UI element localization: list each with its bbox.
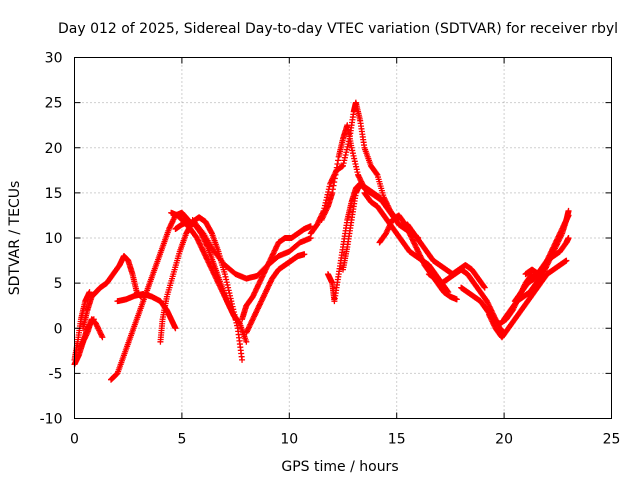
data-point: [307, 223, 314, 230]
data-point: [565, 212, 572, 219]
data-point: [565, 235, 572, 241]
data-points: [71, 99, 572, 383]
data-point: [239, 356, 246, 363]
y-tick-label: -5: [49, 366, 63, 382]
data-point: [243, 338, 250, 345]
data-point: [99, 334, 106, 341]
series-arc-03: [77, 316, 106, 350]
y-tick-label: 0: [54, 321, 63, 337]
series-arc-25: [522, 212, 572, 278]
series-arc-22: [486, 257, 570, 341]
series-arc-12: [243, 251, 308, 336]
axis-ticks: 0 5 10 15 20 25 -10 -5 0 5 10 15 20 25 30: [40, 51, 621, 448]
series-arc-05: [114, 290, 179, 332]
y-tick-label: 20: [45, 141, 63, 157]
x-tick-label: 15: [388, 432, 406, 448]
y-tick-label: 25: [45, 96, 63, 112]
data-point: [86, 289, 93, 296]
x-axis-title: GPS time / hours: [281, 459, 398, 475]
y-tick-label: 5: [54, 276, 63, 292]
x-tick-label: 0: [70, 432, 79, 448]
data-point: [453, 296, 460, 303]
y-axis-title: SDTVAR / TECUs: [7, 181, 23, 296]
series-arc-16: [340, 180, 422, 273]
y-tick-label: 10: [45, 231, 63, 247]
y-tick-label: -10: [40, 412, 63, 428]
data-point: [481, 284, 488, 291]
x-tick-label: 5: [177, 432, 186, 448]
x-tick-label: 25: [603, 432, 621, 448]
grid-lines: [74, 57, 612, 419]
y-tick-label: 15: [45, 186, 63, 202]
data-point: [301, 251, 308, 258]
series-arc-11: [239, 223, 314, 323]
series-arc-06: [108, 209, 192, 383]
data-point: [563, 257, 570, 264]
x-tick-label: 10: [280, 432, 298, 448]
x-tick-label: 20: [495, 432, 513, 448]
y-tick-label: 30: [45, 51, 63, 67]
data-point: [172, 325, 179, 332]
chart-title: Day 012 of 2025, Sidereal Day-to-day VTE…: [58, 21, 618, 37]
